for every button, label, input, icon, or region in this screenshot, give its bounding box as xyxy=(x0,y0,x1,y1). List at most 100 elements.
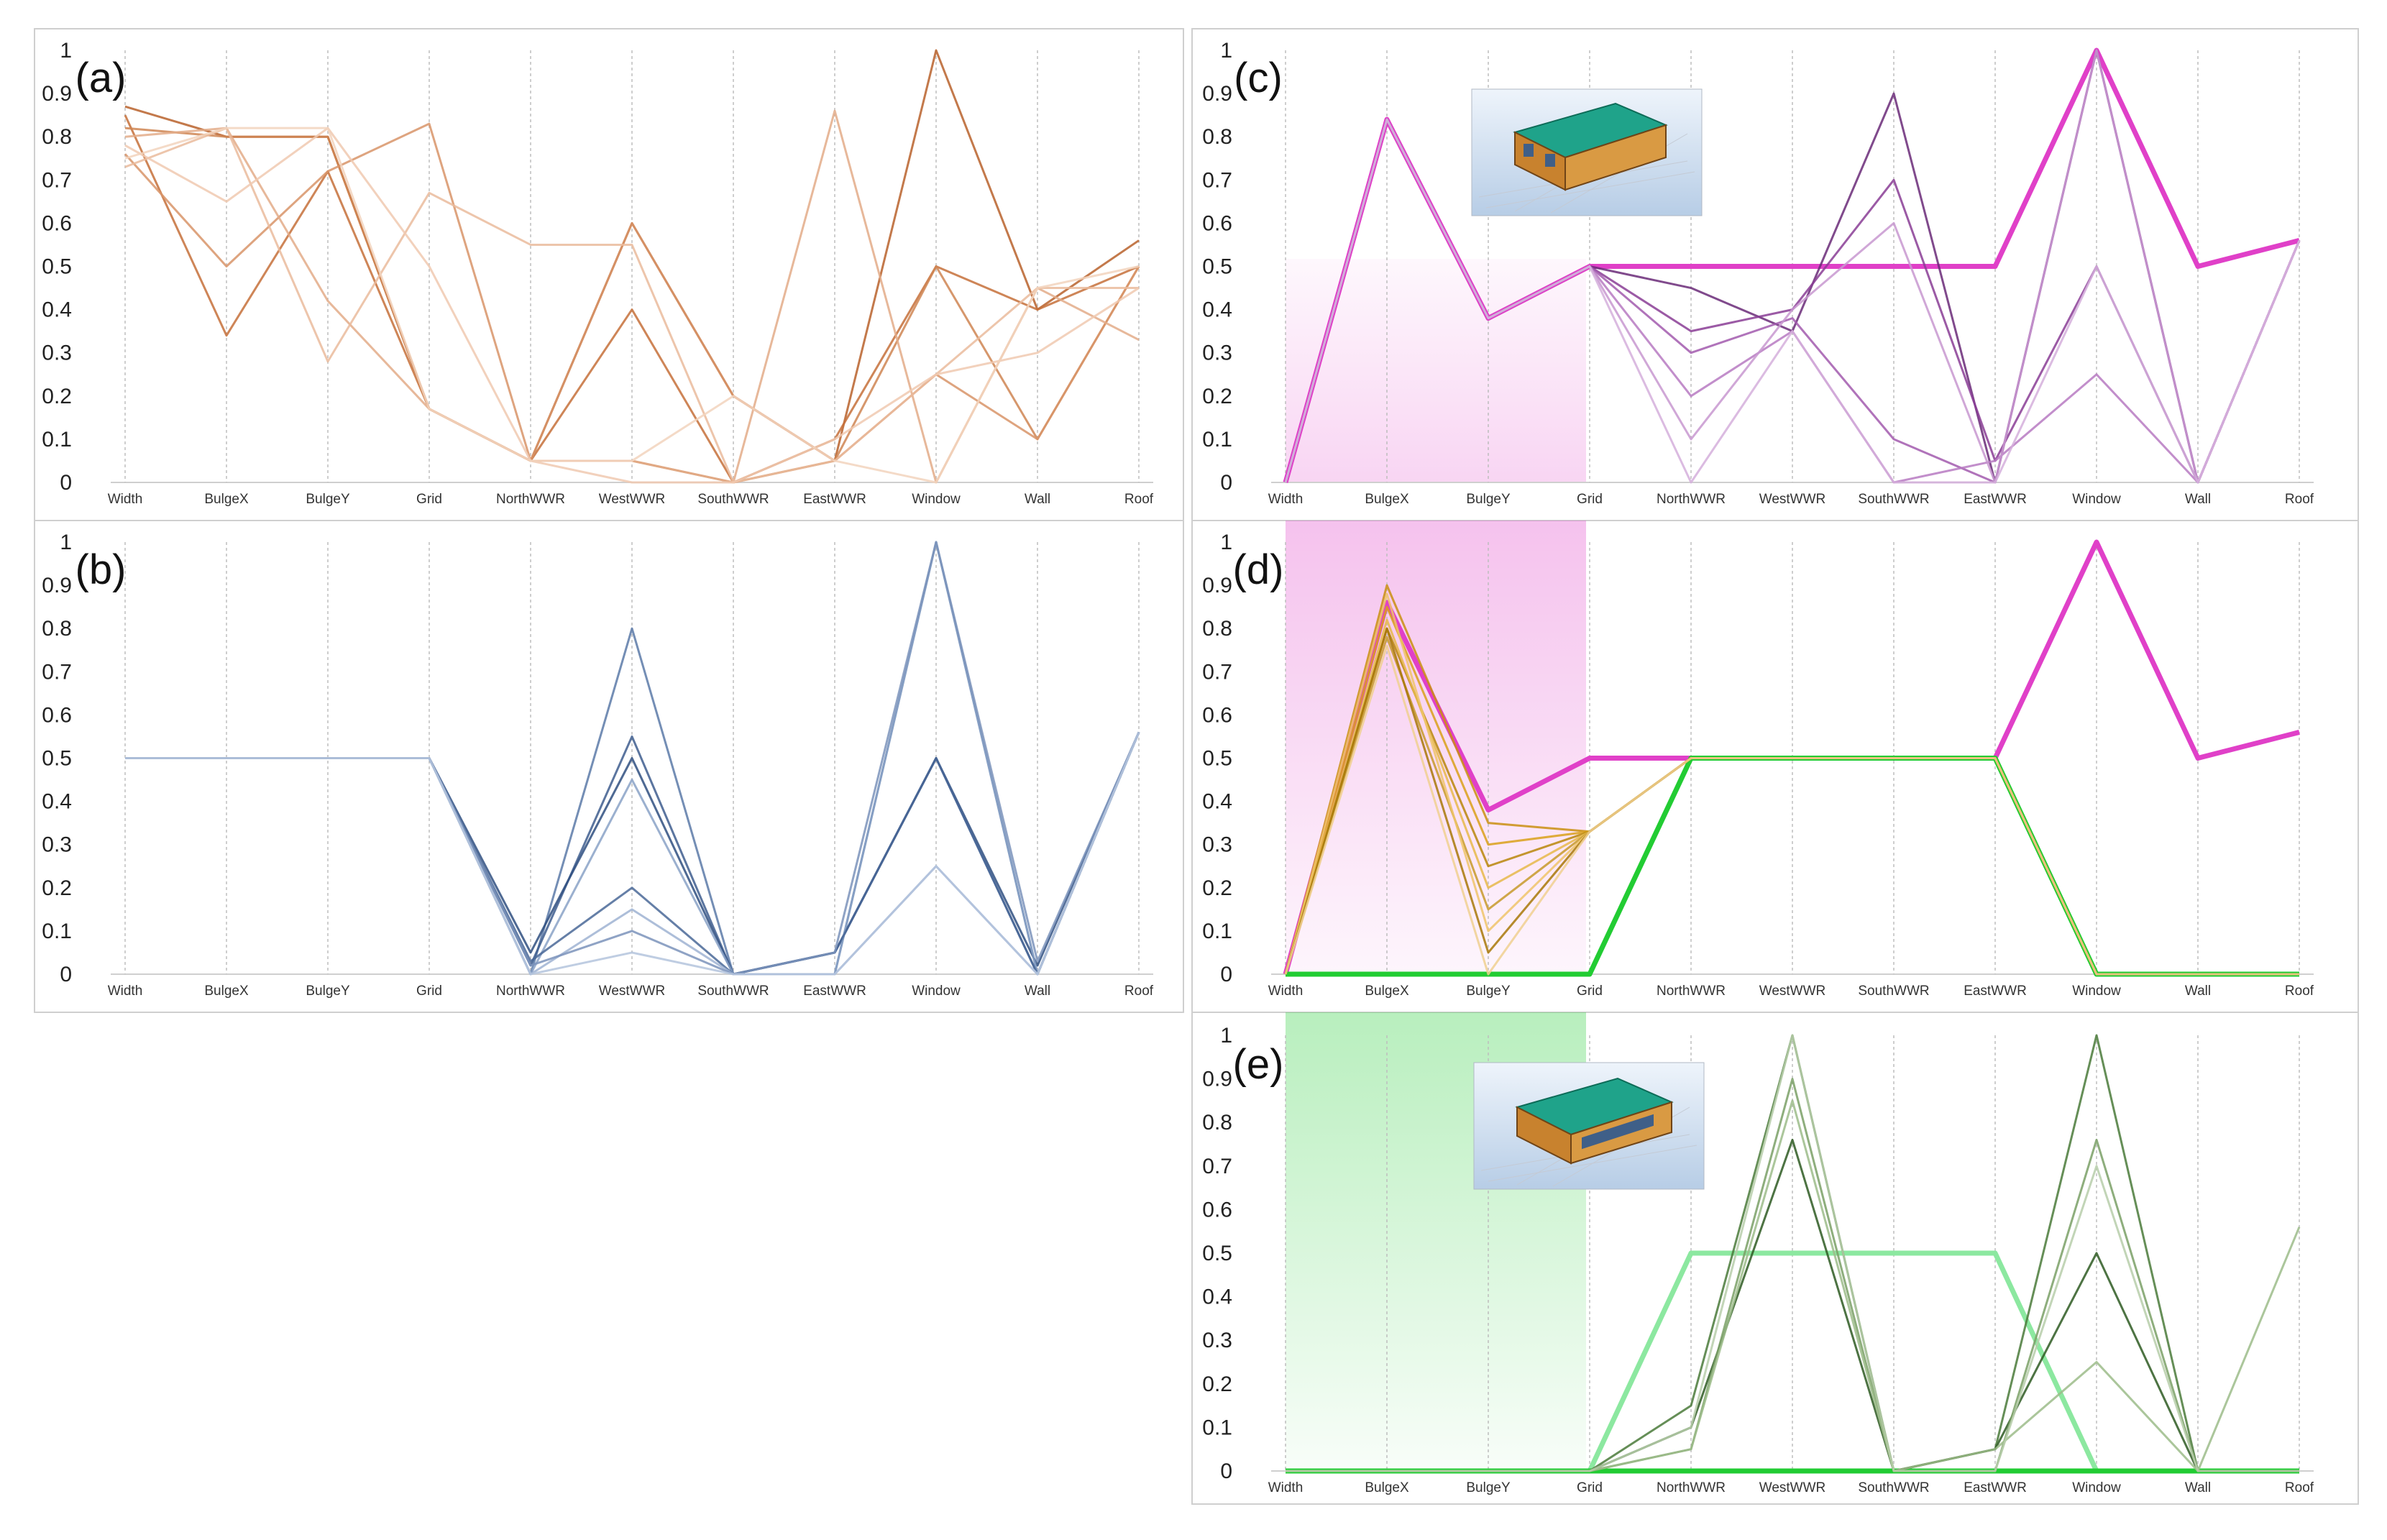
axis-label-northwwr: NorthWWR xyxy=(1657,492,1726,507)
axis-label-window: Window xyxy=(912,984,961,999)
y-tick-label: 0.8 xyxy=(42,617,72,641)
y-tick-label: 0.2 xyxy=(42,385,72,408)
axis-label-northwwr: NorthWWR xyxy=(496,492,565,507)
axis-label-northwwr: NorthWWR xyxy=(496,984,565,999)
axis-label-bulgex: BulgeX xyxy=(1365,984,1409,999)
axis-label-southwwr: SouthWWR xyxy=(697,984,769,999)
axis-label-roof: Roof xyxy=(2285,984,2314,999)
y-tick-label: 0.5 xyxy=(42,255,72,279)
y-tick-label: 0.3 xyxy=(42,342,72,365)
chart-panel-a: Width BulgeX BulgeY Grid NorthWWR WestWWR Sout… xyxy=(42,39,1154,507)
y-tick-label: 0.9 xyxy=(1202,82,1232,106)
series-line-a6 xyxy=(124,127,1139,484)
y-tick-label: 0.4 xyxy=(1202,298,1232,322)
chart-panel-d: Width BulgeX BulgeY Grid NorthWWR WestWWR Sout… xyxy=(1202,531,2314,999)
panel-label: (e) xyxy=(1233,1041,1284,1088)
y-tick-label: 0.7 xyxy=(1202,660,1232,684)
axis-label-bulgex: BulgeX xyxy=(204,492,249,507)
axis-label-width: Width xyxy=(108,492,143,507)
y-tick-label: 0.6 xyxy=(42,703,72,727)
y-tick-label: 0.9 xyxy=(42,82,72,106)
axis-label-wall: Wall xyxy=(2185,984,2211,999)
y-tick-label: 0 xyxy=(60,471,72,495)
y-tick-label: 1 xyxy=(1220,39,1232,63)
y-tick-label: 0.1 xyxy=(1202,920,1232,943)
building-thumbnail-c xyxy=(1471,88,1703,216)
chart-panel-e: Width BulgeX BulgeY Grid NorthWWR WestWWR Sout… xyxy=(1202,1024,2314,1495)
axis-label-southwwr: SouthWWR xyxy=(1858,492,1929,507)
y-tick-label: 0.2 xyxy=(42,876,72,900)
y-tick-label: 0.5 xyxy=(1202,255,1232,279)
y-tick-label: 0.2 xyxy=(1202,385,1232,408)
y-tick-label: 0.1 xyxy=(42,920,72,943)
y-tick-label: 0.6 xyxy=(1202,1198,1232,1222)
axis-label-eastwwr: EastWWR xyxy=(803,984,866,999)
series-line-a4 xyxy=(124,122,1140,462)
axis-label-grid: Grid xyxy=(416,492,442,507)
y-tick-label: 0.7 xyxy=(1202,1155,1232,1178)
axis-label-wall: Wall xyxy=(1025,984,1050,999)
series-line-a2 xyxy=(124,114,1140,484)
y-tick-label: 0.4 xyxy=(1202,1285,1232,1309)
panel-label: (c) xyxy=(1234,55,1283,101)
axis-label-roof: Roof xyxy=(1124,492,1154,507)
y-tick-label: 0.8 xyxy=(1202,125,1232,149)
y-tick-label: 0.7 xyxy=(42,168,72,192)
axis-label-northwwr: NorthWWR xyxy=(1657,1480,1726,1495)
axis-label-westwwr: WestWWR xyxy=(1759,492,1826,507)
axis-label-bulgey: BulgeY xyxy=(1466,1480,1511,1495)
y-tick-label: 0.9 xyxy=(1202,574,1232,597)
y-tick-label: 0.3 xyxy=(42,833,72,857)
y-tick-label: 1 xyxy=(1220,531,1232,554)
y-tick-label: 0.6 xyxy=(1202,703,1232,727)
y-tick-label: 0.1 xyxy=(42,428,72,452)
y-tick-label: 1 xyxy=(1220,1024,1232,1048)
chart-panel-c: Width BulgeX BulgeY Grid NorthWWR WestWWR Sout… xyxy=(1202,39,2314,507)
axis-label-grid: Grid xyxy=(1577,1480,1603,1495)
y-tick-label: 0.2 xyxy=(1202,876,1232,900)
axis-label-southwwr: SouthWWR xyxy=(697,492,769,507)
axis-label-eastwwr: EastWWR xyxy=(803,492,866,507)
y-tick-label: 0.8 xyxy=(1202,617,1232,641)
y-tick-label: 0.2 xyxy=(1202,1372,1232,1396)
axis-label-grid: Grid xyxy=(416,984,442,999)
panel-label: (a) xyxy=(75,55,127,101)
y-tick-label: 0 xyxy=(1220,963,1232,986)
building-thumbnail-e xyxy=(1473,1062,1705,1190)
axis-label-bulgex: BulgeX xyxy=(1365,1480,1409,1495)
axis-label-westwwr: WestWWR xyxy=(599,492,666,507)
panel-label: (b) xyxy=(75,546,127,593)
axis-label-westwwr: WestWWR xyxy=(1759,984,1826,999)
axis-label-window: Window xyxy=(912,492,961,507)
panel-b-frame xyxy=(34,520,1184,1013)
y-tick-label: 0.7 xyxy=(1202,168,1232,192)
axis-label-bulgey: BulgeY xyxy=(1466,984,1511,999)
y-tick-label: 0.5 xyxy=(1202,747,1232,771)
axis-label-window: Window xyxy=(2072,1480,2121,1495)
axis-label-window: Window xyxy=(2072,984,2121,999)
series-line-c6 xyxy=(1284,118,2301,484)
y-tick-label: 0 xyxy=(1220,1459,1232,1483)
y-tick-label: 0.3 xyxy=(1202,342,1232,365)
y-tick-label: 0 xyxy=(1220,471,1232,495)
axis-label-westwwr: WestWWR xyxy=(1759,1480,1826,1495)
axis-label-wall: Wall xyxy=(2185,492,2211,507)
axis-label-width: Width xyxy=(1268,492,1304,507)
axis-label-grid: Grid xyxy=(1577,984,1603,999)
y-tick-label: 0.9 xyxy=(1202,1068,1232,1091)
y-tick-label: 0.4 xyxy=(42,298,72,322)
series-line-a8 xyxy=(124,127,1140,484)
axis-label-eastwwr: EastWWR xyxy=(1964,1480,2027,1495)
chart-panel-b: Width BulgeX BulgeY Grid NorthWWR WestWWR Sout… xyxy=(42,531,1154,999)
y-tick-label: 0.5 xyxy=(1202,1242,1232,1265)
y-tick-label: 0.4 xyxy=(42,790,72,814)
axis-label-southwwr: SouthWWR xyxy=(1858,984,1929,999)
axis-label-roof: Roof xyxy=(1124,984,1154,999)
panel-e-frame xyxy=(1191,1012,2359,1505)
y-tick-label: 0.7 xyxy=(42,660,72,684)
axis-label-bulgex: BulgeX xyxy=(204,984,249,999)
y-tick-label: 0.6 xyxy=(1202,211,1232,235)
y-tick-label: 0.1 xyxy=(1202,1416,1232,1439)
y-tick-label: 0.1 xyxy=(1202,428,1232,452)
